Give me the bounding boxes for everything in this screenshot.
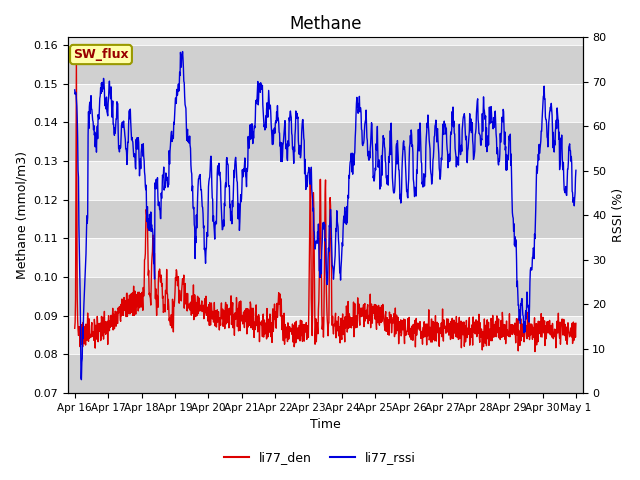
Bar: [68, 316, 582, 354]
Bar: [68, 200, 582, 239]
Y-axis label: RSSI (%): RSSI (%): [612, 188, 625, 242]
Y-axis label: Methane (mmol/m3): Methane (mmol/m3): [15, 151, 28, 279]
Bar: [68, 122, 582, 161]
Bar: [68, 84, 582, 122]
Bar: [68, 161, 582, 200]
X-axis label: Time: Time: [310, 419, 340, 432]
Bar: [68, 354, 582, 393]
Legend: li77_den, li77_rssi: li77_den, li77_rssi: [219, 446, 421, 469]
Bar: [68, 277, 582, 316]
Bar: [68, 45, 582, 84]
Title: Methane: Methane: [289, 15, 362, 33]
Bar: [68, 239, 582, 277]
Text: SW_flux: SW_flux: [73, 48, 129, 61]
